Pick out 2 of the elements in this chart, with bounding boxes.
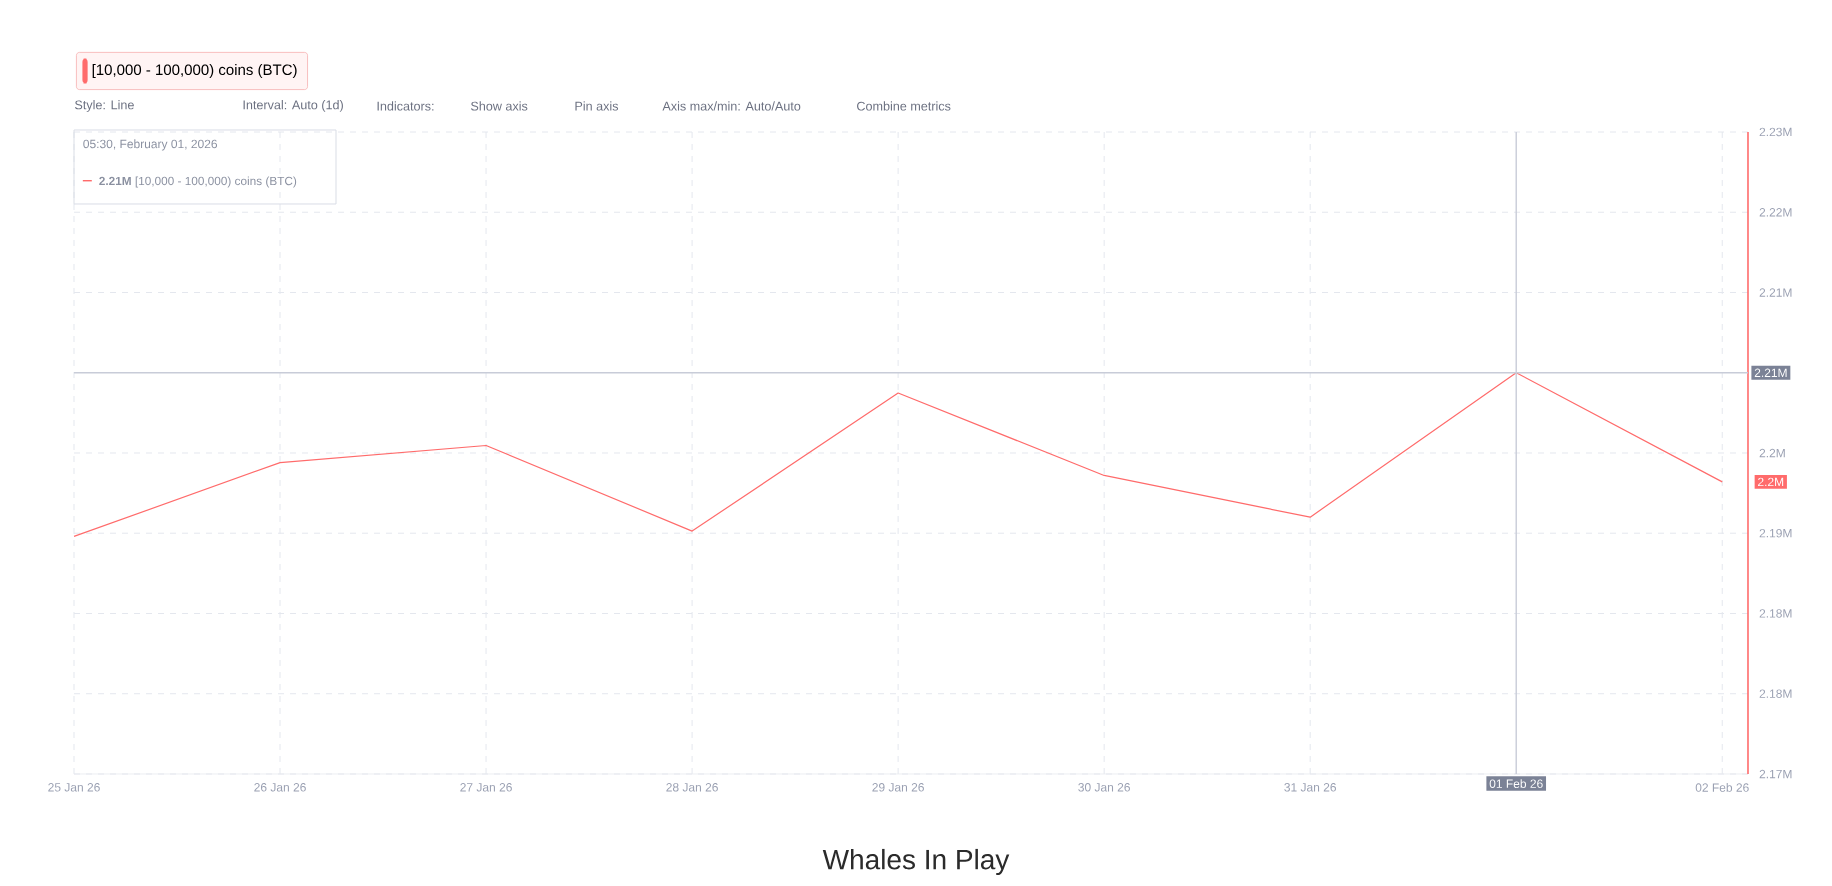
line-series [73,372,1723,538]
text: Whales In Play [822,848,1010,876]
